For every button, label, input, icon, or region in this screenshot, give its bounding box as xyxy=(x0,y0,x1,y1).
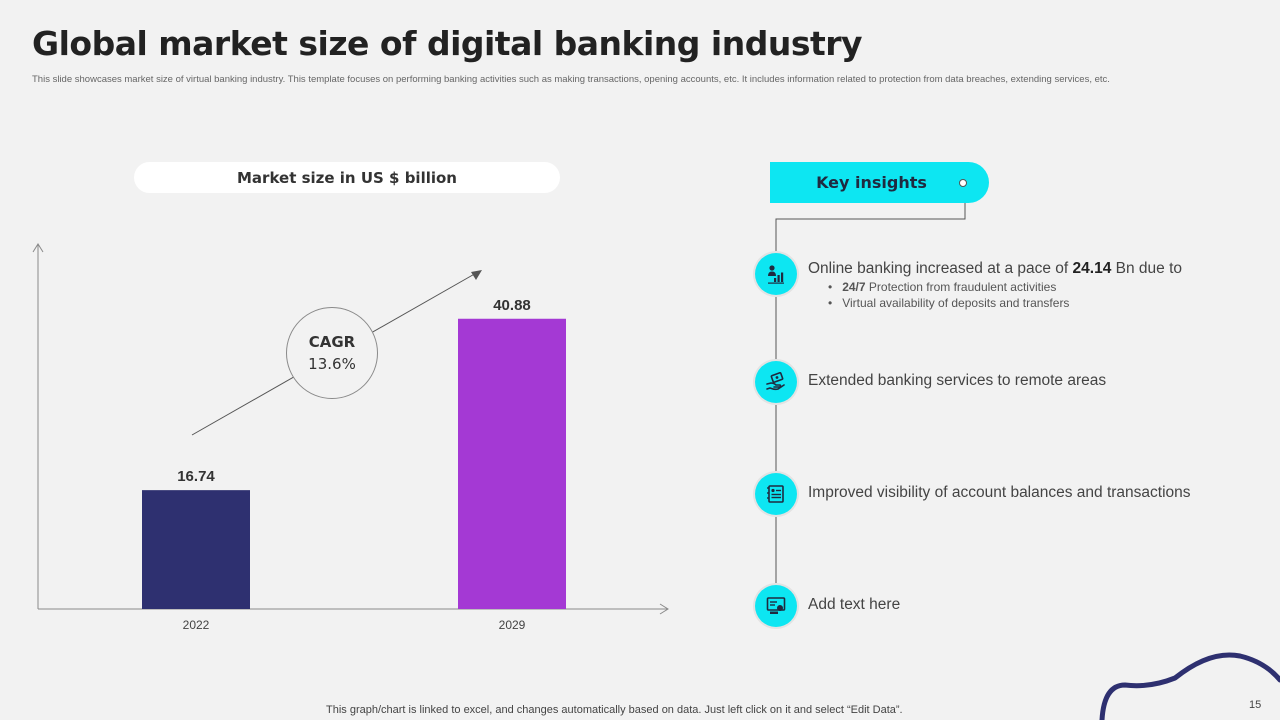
footnote: This graph/chart is linked to excel, and… xyxy=(326,704,903,716)
growth-arrowhead xyxy=(471,270,482,280)
cagr-label: CAGR xyxy=(308,333,356,351)
person-chart-icon xyxy=(755,253,797,295)
connector-dot xyxy=(959,179,967,187)
bullet-1-text: Protection from fraudulent activities xyxy=(865,280,1057,294)
insight-1-bullet-2: Virtual availability of deposits and tra… xyxy=(828,295,1069,311)
insight-item-2: Extended banking services to remote area… xyxy=(808,372,1107,389)
page-number: 15 xyxy=(1249,699,1262,711)
chart-title: Market size in US $ billion xyxy=(134,162,560,193)
x-tick-2029: 2029 xyxy=(499,618,526,632)
insight-1-bullets: 24/7 Protection from fraudulent activiti… xyxy=(828,279,1069,311)
decorative-wave xyxy=(1099,652,1280,720)
insight-1-highlight: 24.14 xyxy=(1072,260,1112,277)
bullet-2-text: Virtual availability of deposits and tra… xyxy=(842,296,1070,310)
insight-item-1: Online banking increased at a pace of 24… xyxy=(808,260,1182,278)
insight-item-4: Add text here xyxy=(808,596,901,613)
cagr-value: 13.6% xyxy=(308,355,356,373)
ledger-icon xyxy=(755,473,797,515)
y-axis-arrow xyxy=(32,243,44,253)
hand-money-icon xyxy=(755,361,797,403)
bar-2029[interactable] xyxy=(458,318,566,609)
x-tick-2022: 2022 xyxy=(183,618,210,632)
cagr-badge: CAGR 13.6% xyxy=(286,307,378,399)
insight-1-text: Online banking increased at a pace of xyxy=(808,260,1073,277)
bar-2022[interactable] xyxy=(142,490,250,609)
insight-1-text-end: Bn due to xyxy=(1111,260,1183,277)
slide-subtitle: This slide showcases market size of virt… xyxy=(32,74,1110,85)
key-insights-header: Key insights xyxy=(770,162,989,203)
x-axis-arrow xyxy=(659,603,669,615)
slide-title: Global market size of digital banking in… xyxy=(32,24,863,63)
insight-1-bullet-1: 24/7 Protection from fraudulent activiti… xyxy=(828,279,1069,295)
data-label-2022: 16.74 xyxy=(177,468,215,485)
bullet-1-bold: 24/7 xyxy=(842,280,866,294)
report-icon xyxy=(755,585,797,627)
key-insights-label: Key insights xyxy=(816,173,927,192)
data-label-2029: 40.88 xyxy=(493,297,531,314)
insight-item-3: Improved visibility of account balances … xyxy=(808,484,1191,501)
